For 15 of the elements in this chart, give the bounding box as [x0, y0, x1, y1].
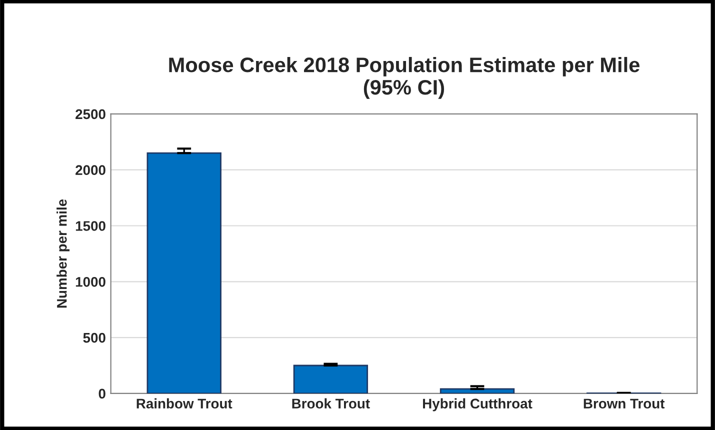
bar: [146, 152, 222, 394]
x-tick-label: Brook Trout: [292, 398, 370, 409]
x-tick-label: Hybrid Cutthroat: [423, 398, 532, 412]
y-tick-label: 500: [83, 332, 106, 343]
y-tick-label: 0: [98, 388, 106, 399]
bar: [440, 388, 515, 394]
y-tick-label: 2500: [76, 109, 106, 120]
chart-title: Moose Creek 2018 Population Estimate per Mile (95% CI): [169, 56, 640, 99]
x-tick-label: Brown Trout: [584, 398, 665, 409]
bar: [293, 364, 368, 394]
y-tick-label: 2000: [76, 165, 106, 176]
y-tick-label: 1000: [76, 276, 106, 287]
y-tick-label: 1500: [76, 221, 106, 231]
y-axis-title: Number per mile: [56, 199, 70, 308]
x-tick-label: Rainbow Trout: [136, 398, 232, 409]
